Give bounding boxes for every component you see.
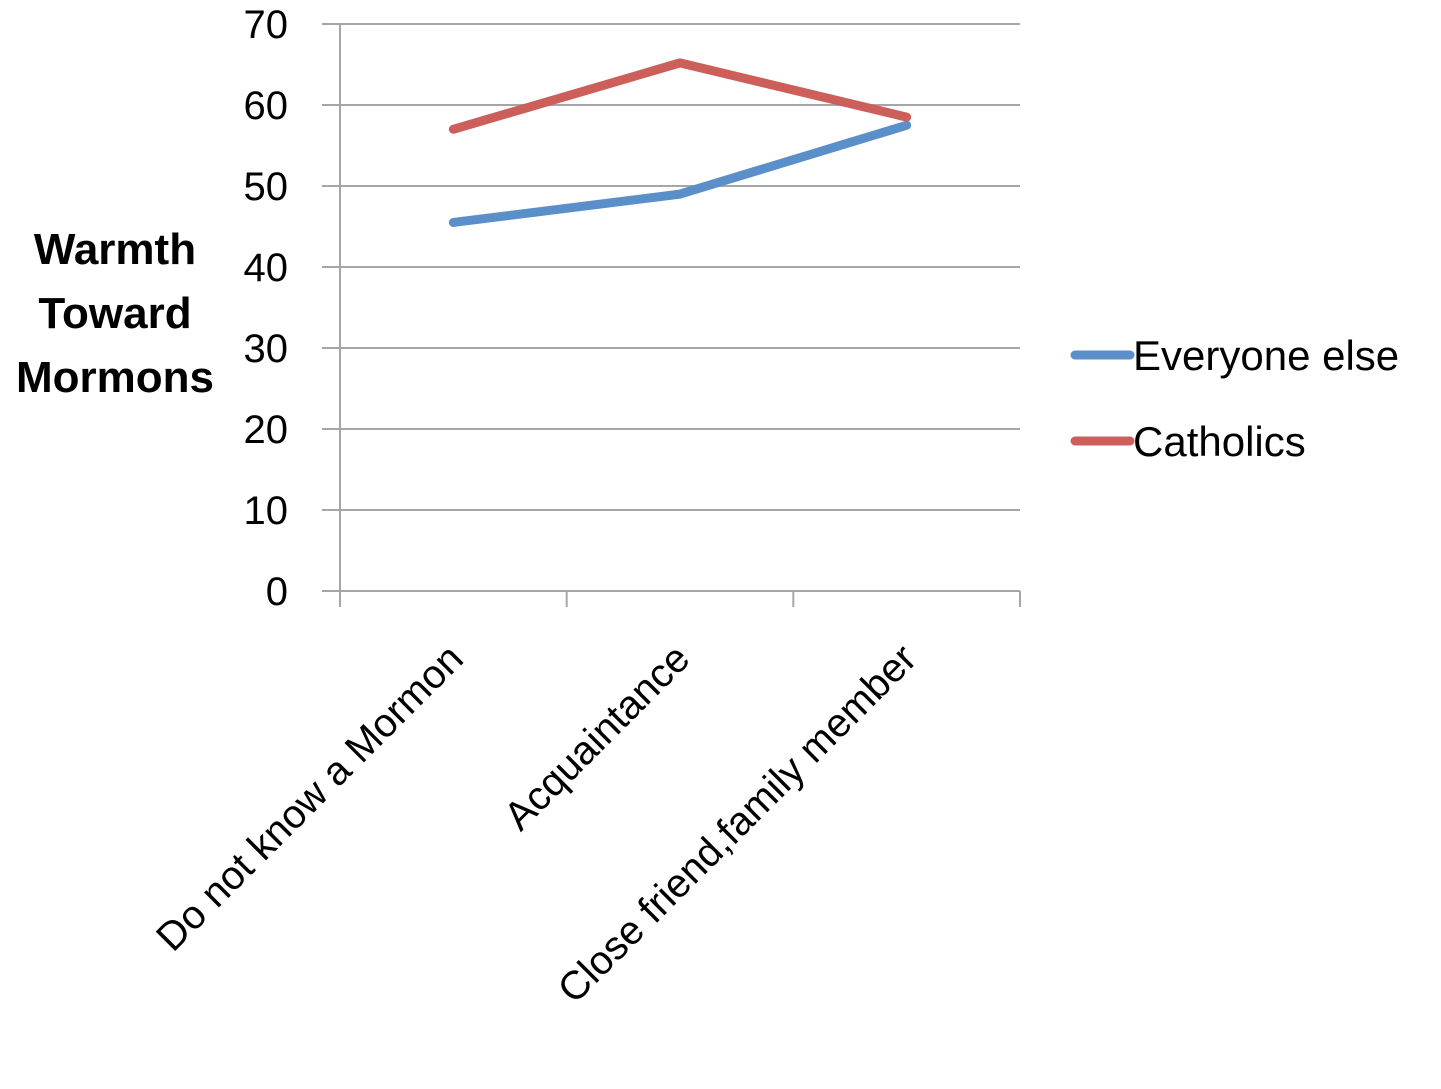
data-point-1-0 bbox=[452, 128, 454, 130]
y-axis-title-line-1: Warmth bbox=[34, 225, 196, 274]
y-tick-label-60: 60 bbox=[244, 84, 289, 128]
legend: Everyone else Catholics bbox=[1070, 332, 1399, 465]
y-axis-title-line-3: Mormons bbox=[16, 353, 214, 402]
y-axis-title: Warmth Toward Mormons bbox=[16, 225, 214, 402]
data-point-1-2 bbox=[906, 116, 908, 118]
series-line-1 bbox=[448, 58, 912, 134]
axes bbox=[322, 23, 1021, 607]
y-tick-label-0: 0 bbox=[266, 570, 288, 614]
legend-label-1: Catholics bbox=[1133, 418, 1306, 465]
x-category-label-0: Do not know a Mormon bbox=[148, 636, 472, 960]
x-category-label-1: Acquaintance bbox=[496, 636, 699, 839]
legend-label-0: Everyone else bbox=[1133, 332, 1399, 379]
series-lines bbox=[448, 58, 912, 227]
data-point-0-2 bbox=[906, 124, 908, 126]
y-tick-label-10: 10 bbox=[244, 489, 289, 533]
data-point-0-0 bbox=[452, 221, 454, 223]
x-category-label-2: Close friend,family member bbox=[550, 636, 925, 1011]
data-point-0-1 bbox=[679, 193, 681, 195]
y-tick-labels: 0 10 20 30 40 50 60 70 bbox=[244, 3, 289, 614]
gridlines bbox=[340, 23, 1020, 511]
y-tick-label-40: 40 bbox=[244, 246, 289, 290]
y-tick-label-70: 70 bbox=[244, 3, 289, 47]
series-line-0 bbox=[448, 120, 912, 227]
y-axis-title-line-2: Toward bbox=[38, 289, 191, 338]
y-tick-label-30: 30 bbox=[244, 327, 289, 371]
y-tick-label-50: 50 bbox=[244, 165, 289, 209]
data-point-1-1 bbox=[679, 62, 681, 64]
y-tick-label-20: 20 bbox=[244, 408, 289, 452]
